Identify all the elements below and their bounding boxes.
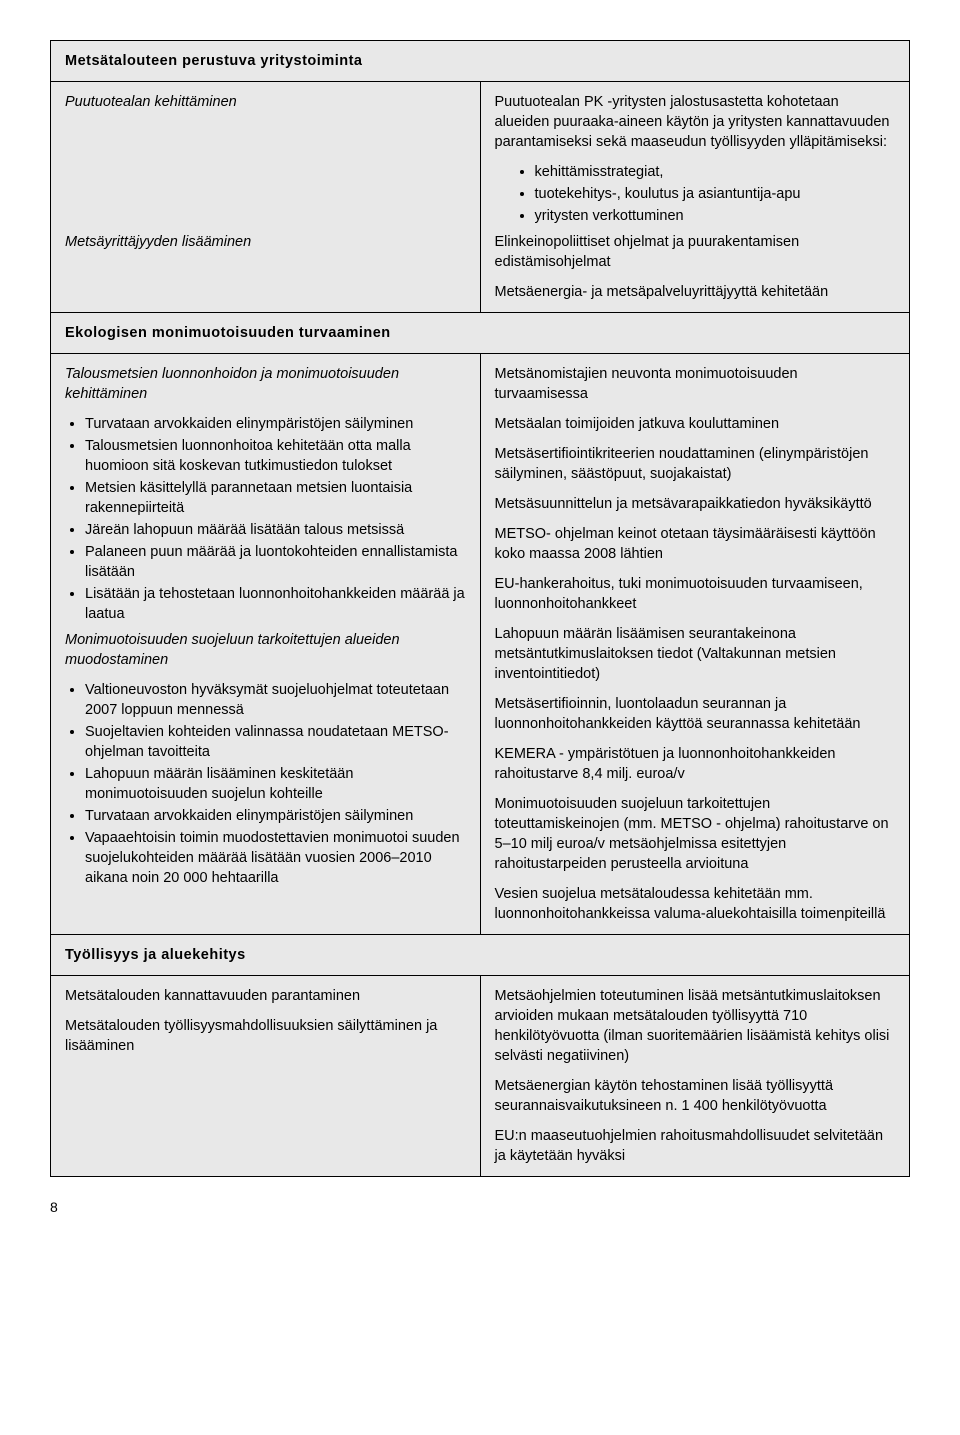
s2-left-intro2: Monimuotoisuuden suojeluun tarkoitettuje… xyxy=(65,630,466,670)
s1-left-2: Metsäyrittäjyyden lisääminen xyxy=(65,232,466,252)
s3-right-p1: Metsäohjelmien toteutuminen lisää metsän… xyxy=(495,986,896,1066)
section-header-3: Työllisyys ja aluekehitys xyxy=(51,935,910,976)
list-item: Lahopuun määrän lisääminen keskitetään m… xyxy=(85,764,466,804)
list-item: Turvataan arvokkaiden elinympäristöjen s… xyxy=(85,806,466,826)
list-item: kehittämisstrategiat, xyxy=(535,162,896,182)
s2-right-p9: KEMERA - ympäristötuen ja luonnonhoitoha… xyxy=(495,744,896,784)
s1-right-p1: Elinkeinopoliittiset ohjelmat ja puurake… xyxy=(495,232,896,272)
list-item: Järeän lahopuun määrää lisätään talous m… xyxy=(85,520,466,540)
s3-left-cell: Metsätalouden kannattavuuden parantamine… xyxy=(51,976,481,1177)
s2-right-p10: Monimuotoisuuden suojeluun tarkoitettuje… xyxy=(495,794,896,874)
s2-right-p7: Lahopuun määrän lisäämisen seurantakeino… xyxy=(495,624,896,684)
list-item: tuotekehitys-, koulutus ja asiantuntija-… xyxy=(535,184,896,204)
list-item: Vapaaehtoisin toimin muodostettavien mon… xyxy=(85,828,466,888)
s2-right-p5: METSO- ohjelman keinot otetaan täysimäär… xyxy=(495,524,896,564)
list-item: yritysten verkottuminen xyxy=(535,206,896,226)
s2-right-p4: Metsäsuunnittelun ja metsävarapaikkatied… xyxy=(495,494,896,514)
s2-left-intro1: Talousmetsien luonnonhoidon ja monimuoto… xyxy=(65,364,466,404)
s1-left-1: Puutuotealan kehittäminen xyxy=(65,92,466,112)
s1-left-cell: Puutuotealan kehittäminen Metsäyrittäjyy… xyxy=(51,82,481,313)
content-table: Metsätalouteen perustuva yritystoiminta … xyxy=(50,40,910,1177)
list-item: Valtioneuvoston hyväksymät suojeluohjelm… xyxy=(85,680,466,720)
s3-right-cell: Metsäohjelmien toteutuminen lisää metsän… xyxy=(480,976,910,1177)
s1-right-cell: Puutuotealan PK -yritysten jalostusastet… xyxy=(480,82,910,313)
page-number: 8 xyxy=(50,1199,910,1215)
list-item: Palaneen puun määrää ja luontokohteiden … xyxy=(85,542,466,582)
document-page: Metsätalouteen perustuva yritystoiminta … xyxy=(0,0,960,1245)
s3-right-p3: EU:n maaseutuohjelmien rahoitusmahdollis… xyxy=(495,1126,896,1166)
s3-left-p2: Metsätalouden työllisyysmahdollisuuksien… xyxy=(65,1016,466,1056)
s3-left-p1: Metsätalouden kannattavuuden parantamine… xyxy=(65,986,466,1006)
s3-right-p2: Metsäenergian käytön tehostaminen lisää … xyxy=(495,1076,896,1116)
list-item: Metsien käsittelyllä parannetaan metsien… xyxy=(85,478,466,518)
s1-right-bullets: kehittämisstrategiat, tuotekehitys-, kou… xyxy=(495,162,896,226)
s2-right-p11: Vesien suojelua metsätaloudessa kehitetä… xyxy=(495,884,896,924)
s2-right-p2: Metsäalan toimijoiden jatkuva kouluttami… xyxy=(495,414,896,434)
list-item: Lisätään ja tehostetaan luonnonhoitohank… xyxy=(85,584,466,624)
s2-right-p8: Metsäsertifioinnin, luontolaadun seurann… xyxy=(495,694,896,734)
list-item: Suojeltavien kohteiden valinnassa noudat… xyxy=(85,722,466,762)
s2-right-p1: Metsänomistajien neuvonta monimuotoisuud… xyxy=(495,364,896,404)
section-header-2: Ekologisen monimuotoisuuden turvaaminen xyxy=(51,313,910,354)
s1-right-p2: Metsäenergia- ja metsäpalveluyrittäjyytt… xyxy=(495,282,896,302)
section-header-1: Metsätalouteen perustuva yritystoiminta xyxy=(51,41,910,82)
s2-left-bullets2: Valtioneuvoston hyväksymät suojeluohjelm… xyxy=(65,680,466,888)
s2-right-cell: Metsänomistajien neuvonta monimuotoisuud… xyxy=(480,354,910,935)
s1-right-intro: Puutuotealan PK -yritysten jalostusastet… xyxy=(495,92,896,152)
s2-left-bullets1: Turvataan arvokkaiden elinympäristöjen s… xyxy=(65,414,466,624)
s2-right-p3: Metsäsertifiointikriteerien noudattamine… xyxy=(495,444,896,484)
s2-right-p6: EU-hankerahoitus, tuki monimuotoisuuden … xyxy=(495,574,896,614)
list-item: Talousmetsien luonnonhoitoa kehitetään o… xyxy=(85,436,466,476)
list-item: Turvataan arvokkaiden elinympäristöjen s… xyxy=(85,414,466,434)
s2-left-cell: Talousmetsien luonnonhoidon ja monimuoto… xyxy=(51,354,481,935)
